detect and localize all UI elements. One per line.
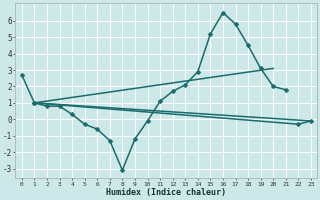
X-axis label: Humidex (Indice chaleur): Humidex (Indice chaleur) — [106, 188, 226, 197]
